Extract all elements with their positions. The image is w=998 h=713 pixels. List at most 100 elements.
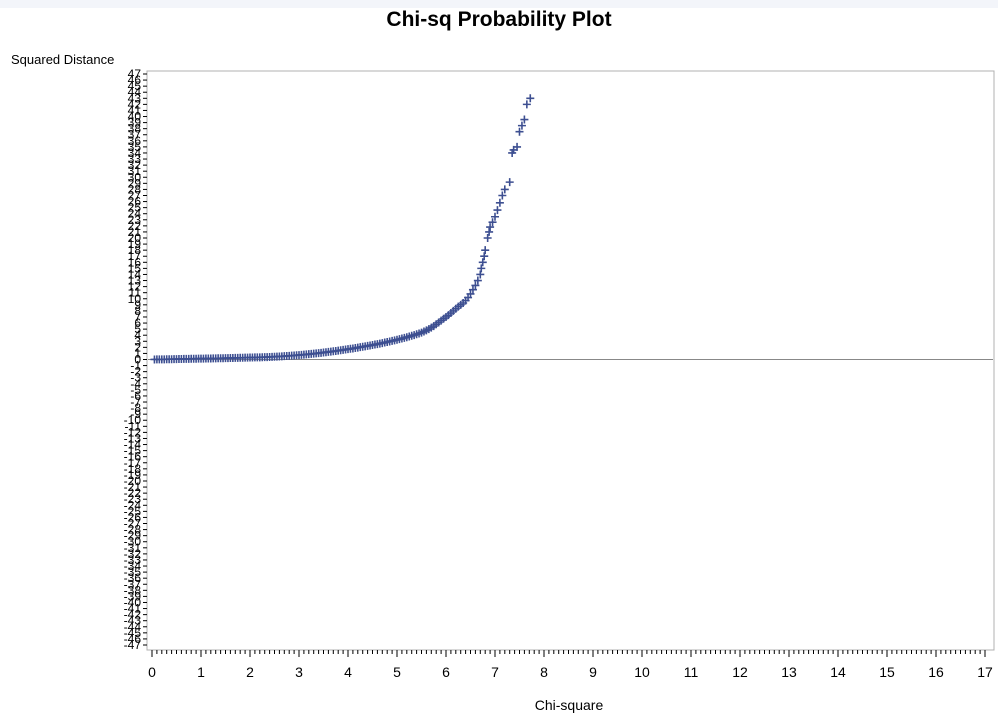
- y-tick-label: -36: [124, 571, 142, 585]
- y-tick-label: -6: [130, 389, 141, 403]
- y-tick-label: -45: [124, 626, 142, 640]
- x-axis-label: Chi-square: [535, 697, 604, 713]
- y-tick-label: -38: [124, 583, 142, 597]
- y-tick-label: -18: [124, 462, 142, 476]
- y-tick-label: 2: [134, 340, 141, 354]
- y-tick-label: -33: [124, 553, 142, 567]
- x-tick-label: 6: [442, 664, 450, 680]
- y-tick-label: -40: [124, 595, 142, 609]
- data-point: [481, 246, 490, 255]
- y-tick-label: -27: [124, 517, 142, 531]
- data-point: [477, 264, 486, 273]
- y-tick-label: -1: [130, 359, 141, 373]
- y-tick-label: -14: [124, 438, 142, 452]
- y-tick-label: 14: [128, 267, 142, 281]
- y-tick-label: 10: [128, 292, 142, 306]
- y-tick-label: 47: [128, 67, 142, 81]
- x-tick-label: 2: [246, 664, 254, 680]
- data-point: [513, 142, 522, 151]
- data-point: [491, 212, 499, 221]
- data-point: [515, 127, 524, 136]
- y-tick-label: 39: [128, 116, 142, 130]
- y-tick-label: -39: [124, 589, 142, 603]
- y-tick-label: 31: [128, 164, 142, 178]
- y-tick-label: 8: [134, 304, 141, 318]
- y-tick-label: 6: [134, 316, 141, 330]
- data-point: [480, 252, 489, 261]
- y-tick-label: 17: [128, 249, 142, 263]
- y-tick-label: 7: [134, 310, 141, 324]
- y-tick-label: 22: [128, 219, 142, 233]
- data-point: [473, 276, 482, 285]
- data-point: [471, 281, 480, 290]
- y-tick-label: 26: [128, 195, 142, 209]
- data-point: [485, 227, 494, 236]
- chart-title: Chi-sq Probability Plot: [386, 8, 612, 31]
- y-tick-label: 38: [128, 122, 142, 136]
- y-tick-label: -21: [124, 480, 142, 494]
- y-tick-label: -24: [124, 498, 142, 512]
- y-tick-label: -12: [124, 425, 142, 439]
- y-tick-label: -4: [130, 377, 141, 391]
- y-tick-label: 40: [128, 110, 142, 124]
- x-tick-label: 4: [344, 664, 352, 680]
- y-tick-label: 37: [128, 128, 142, 142]
- y-tick-label: 1: [134, 346, 141, 360]
- x-tick-label: 0: [148, 664, 156, 680]
- x-tick-label: 14: [830, 664, 846, 680]
- x-tick-label: 15: [879, 664, 895, 680]
- x-tick-label: 10: [634, 664, 650, 680]
- y-tick-label: -15: [124, 444, 142, 458]
- data-point: [483, 234, 492, 243]
- y-tick-label: 21: [128, 225, 142, 239]
- y-tick-label: -13: [124, 431, 142, 445]
- y-tick-label: -26: [124, 510, 142, 524]
- data-point: [526, 94, 535, 103]
- y-tick-label: 12: [128, 280, 142, 294]
- y-tick-label: -2: [130, 365, 141, 379]
- y-tick-label: -43: [124, 614, 142, 628]
- data-point: [478, 258, 487, 267]
- y-tick-label: 42: [128, 97, 142, 111]
- data-point: [476, 270, 485, 279]
- y-tick-label: 4: [134, 328, 141, 342]
- y-tick-label: -44: [124, 620, 142, 634]
- data-point: [517, 121, 526, 130]
- data-point: [522, 100, 531, 109]
- y-axis: 4746454443424140393837363534333231302928…: [124, 67, 148, 652]
- x-tick-label: 12: [732, 664, 748, 680]
- y-tick-label: -30: [124, 535, 142, 549]
- y-tick-label: 46: [128, 73, 142, 87]
- x-tick-label: 9: [589, 664, 597, 680]
- data-point: [493, 206, 502, 215]
- data-point: [498, 191, 507, 200]
- y-tick-label: -31: [124, 541, 142, 555]
- y-tick-label: -23: [124, 492, 142, 506]
- y-tick-label: 5: [134, 322, 141, 336]
- y-tick-label: -10: [124, 413, 142, 427]
- data-point: [520, 115, 529, 124]
- y-tick-label: -9: [130, 407, 141, 421]
- y-tick-label: 41: [128, 103, 142, 117]
- y-tick-label: 15: [128, 261, 142, 275]
- x-tick-label: 17: [977, 664, 993, 680]
- x-axis: 0 1 2 3 4 5 6 7 8 9 10 11 12 13 14 15 16 17: [147, 649, 994, 680]
- x-tick-label: 13: [781, 664, 797, 680]
- y-tick-label: -16: [124, 450, 142, 464]
- y-tick-label: -20: [124, 474, 142, 488]
- data-point: [495, 198, 504, 207]
- y-tick-label: -46: [124, 632, 142, 646]
- x-tick-label: 7: [491, 664, 499, 680]
- x-tick-label: 3: [295, 664, 303, 680]
- y-tick-label: 32: [128, 158, 142, 172]
- y-axis-label: Squared Distance: [11, 52, 114, 67]
- y-tick-label: 13: [128, 274, 142, 288]
- y-tick-label: 27: [128, 188, 142, 202]
- y-tick-label: 20: [128, 231, 142, 245]
- y-tick-label: 29: [128, 176, 142, 190]
- x-tick-label: 11: [684, 664, 699, 680]
- data-points: [150, 94, 535, 364]
- y-tick-label: -17: [124, 456, 142, 470]
- y-tick-label: -34: [124, 559, 142, 573]
- y-tick-label: -37: [124, 577, 142, 591]
